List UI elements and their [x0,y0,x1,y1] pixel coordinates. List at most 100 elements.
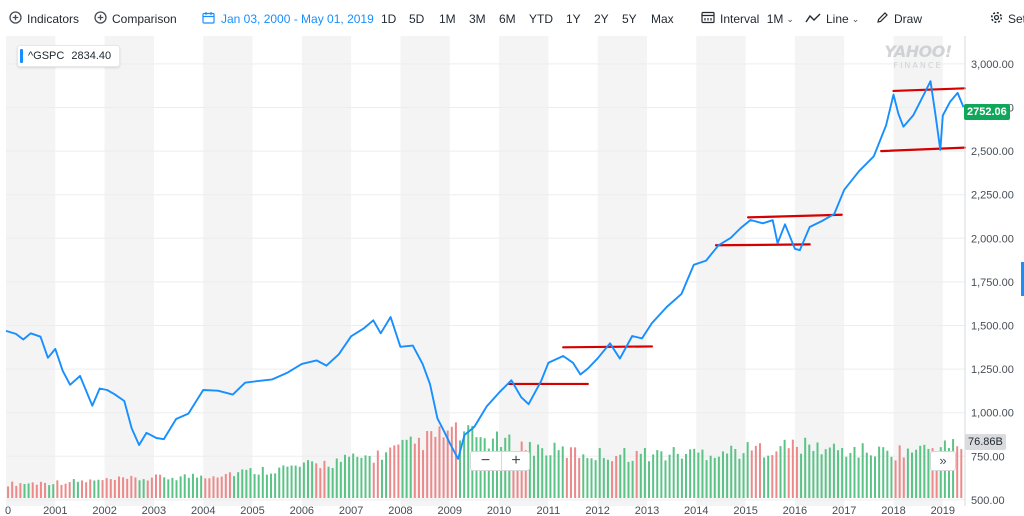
price-chart[interactable]: 500.00 750.00 1,000.00 1,250.00 1,500.00 1,75… [0,36,1024,516]
volume-bar [849,453,852,498]
volume-bar [800,453,803,498]
volume-bar [738,458,741,498]
volume-bar [233,476,236,498]
volume-bar [541,448,544,498]
volume-bar [878,446,881,498]
volume-bar [352,453,355,498]
volume-bar [611,461,614,498]
period-2y-button[interactable]: 2Y [594,12,609,26]
volume-bar [187,477,190,498]
period-max-button[interactable]: Max [651,12,674,26]
zoom-controls: − + [470,451,530,471]
volume-bar [327,466,330,498]
volume-bar [701,449,704,498]
volume-bar [713,457,716,498]
volume-bar [298,466,301,498]
draw-label: Draw [894,12,923,26]
zoom-out-button[interactable]: − [480,452,491,469]
volume-bar [853,446,856,498]
volume-bar [787,448,790,498]
watermark-line2: FINANCE [893,61,943,70]
volume-bar [824,449,827,498]
volume-bar [179,476,182,498]
volume-bar [602,458,605,498]
interval-dropdown[interactable]: Interval 1M ⌄ [701,10,794,28]
zoom-in-button[interactable]: + [501,452,530,470]
volume-bar [454,422,457,498]
volume-bar [935,455,938,498]
volume-bar [627,461,630,498]
volume-bar [122,477,125,498]
period-5y-button[interactable]: 5Y [622,12,637,26]
volume-bar [302,462,305,498]
watermark-line1: YAHOO! [884,42,952,61]
volume-value-tag: 76.86B [965,434,1006,450]
more-button[interactable]: » [930,451,956,471]
volume-bar [228,472,231,498]
y-tick-label: 1,500.00 [971,320,1014,332]
indicators-button[interactable]: Indicators [9,10,79,28]
panel-edge-marker [1021,262,1024,296]
volume-bar [721,451,724,498]
volume-bar [894,460,897,498]
volume-bar [869,455,872,498]
comparison-button[interactable]: Comparison [94,10,177,28]
volume-bar [397,444,400,498]
period-1d-button[interactable]: 1D [381,12,397,26]
volume-bar [175,480,178,498]
volume-bar [594,460,597,498]
volume-bar [319,468,322,498]
volume-bar [81,480,84,498]
volume-bar [754,445,757,498]
volume-bar [311,461,314,498]
volume-bar [689,449,692,498]
trend-line [892,87,967,93]
volume-bar [837,450,840,498]
volume-bar [442,437,445,498]
chevron-down-icon: ⌄ [851,14,860,24]
volume-bar [931,448,934,498]
settings-button[interactable]: Set [990,10,1024,28]
period-3m-button[interactable]: 3M [469,12,486,26]
volume-bar [224,473,227,498]
volume-bar [56,480,59,498]
chart-type-dropdown[interactable]: Line ⌄ [805,10,859,28]
volume-bar [795,446,798,498]
y-tick-label: 1,750.00 [971,277,1014,289]
volume-bar [672,447,675,498]
volume-bar [306,460,309,498]
period-ytd-button[interactable]: YTD [529,12,553,26]
line-chart-icon [805,11,821,29]
volume-bar [368,456,371,498]
volume-bar [635,450,638,498]
volume-bar [241,469,244,498]
period-5d-button[interactable]: 5D [409,12,425,26]
volume-bar [417,437,420,498]
volume-bar [343,454,346,498]
y-tick-label: 750.00 [971,451,1005,463]
volume-bar [865,452,868,498]
volume-bar [919,445,922,498]
volume-bar [705,460,708,498]
volume-bar [434,436,437,498]
volume-bar [569,447,572,498]
volume-bar [709,455,712,498]
volume-bar [438,426,441,498]
volume-bar [183,474,186,498]
period-1y-button[interactable]: 1Y [566,12,581,26]
y-tick-label: 1,250.00 [971,364,1014,376]
date-range-picker[interactable]: Jan 03, 2000 - May 01, 2019 [202,10,374,28]
series-legend[interactable]: ^GSPC 2834.40 [17,45,121,67]
period-1m-button[interactable]: 1M [439,12,456,26]
volume-bar [553,442,556,498]
volume-bar [590,458,593,498]
draw-button[interactable]: Draw [876,10,922,28]
x-tick-label: 2017 [832,505,856,516]
volume-bar [886,450,889,498]
volume-bar [44,482,47,498]
y-tick-label: 1,000.00 [971,408,1014,420]
volume-bar [771,455,774,498]
period-6m-button[interactable]: 6M [499,12,516,26]
volume-bar [960,449,963,498]
volume-bar [763,457,766,498]
